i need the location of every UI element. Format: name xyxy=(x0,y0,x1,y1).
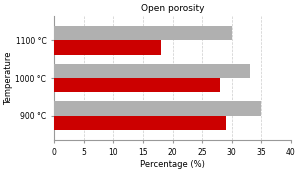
Bar xyxy=(54,40,161,55)
Bar xyxy=(54,116,226,130)
Title: Open porosity: Open porosity xyxy=(141,4,204,13)
Bar xyxy=(54,78,220,92)
Y-axis label: Temperature: Temperature xyxy=(4,51,13,105)
Bar xyxy=(54,101,261,116)
Bar xyxy=(54,26,232,40)
X-axis label: Percentage (%): Percentage (%) xyxy=(140,160,205,169)
Bar xyxy=(54,64,250,78)
